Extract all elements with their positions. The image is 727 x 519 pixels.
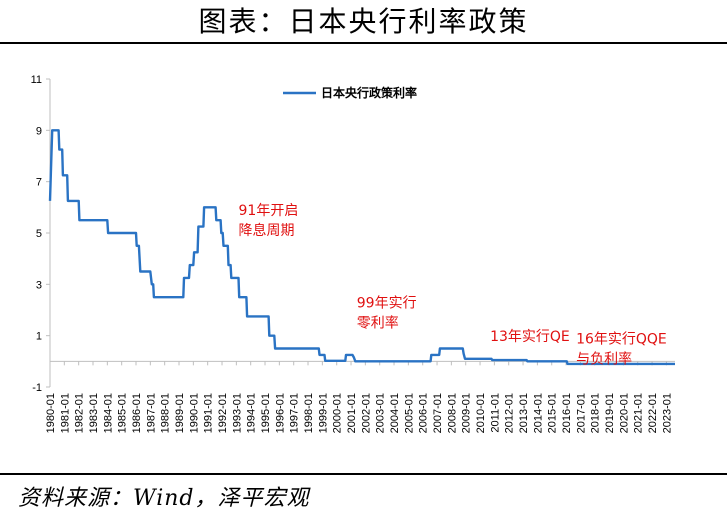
chart-legend: 日本央行政策利率 — [283, 85, 417, 100]
x-tick-label: 2005-01 — [403, 393, 415, 433]
x-tick-label: 1981-01 — [59, 393, 71, 433]
x-tick-label: 1988-01 — [160, 393, 172, 433]
x-tick-label: 1985-01 — [117, 393, 129, 433]
x-tick-label: 2008-01 — [446, 393, 458, 433]
x-tick-label: 1986-01 — [131, 393, 143, 433]
y-tick-label: 9 — [36, 125, 42, 137]
x-tick-label: 2007-01 — [432, 393, 444, 433]
x-tick-label: 1990-01 — [188, 393, 200, 433]
x-tick-label: 1998-01 — [303, 393, 315, 433]
x-tick-label: 2011-01 — [489, 393, 501, 433]
x-tick-label: 2012-01 — [504, 393, 516, 433]
annotation-text: 13年实行QE — [490, 329, 570, 345]
x-tick-label: 2016-01 — [561, 393, 573, 433]
y-axis-ticks: -1 1 3 5 7 9 11 — [31, 74, 50, 394]
x-tick-label: 1980-01 — [45, 393, 57, 433]
x-tick-label: 1999-01 — [317, 393, 329, 433]
x-tick-label: 1987-01 — [145, 393, 157, 433]
y-tick-label: -1 — [32, 382, 42, 394]
chart-series — [48, 129, 675, 366]
series-line — [48, 129, 675, 366]
x-tick-label: 2001-01 — [346, 393, 358, 433]
x-tick-label: 2003-01 — [375, 393, 387, 433]
x-tick-label: 2015-01 — [547, 393, 559, 433]
x-tick-label: 1993-01 — [231, 393, 243, 433]
y-tick-label: 3 — [36, 279, 42, 291]
x-tick-label: 2022-01 — [647, 393, 659, 433]
x-tick-label: 2019-01 — [604, 393, 616, 433]
x-tick-label: 2014-01 — [532, 393, 544, 433]
footer-divider — [0, 473, 727, 475]
x-tick-label: 1991-01 — [203, 393, 215, 433]
annotation-text: 零利率 — [357, 314, 399, 331]
x-tick-label: 1982-01 — [74, 393, 86, 433]
annotation-text: 16年实行QQE — [576, 331, 667, 347]
y-tick-label: 5 — [36, 228, 42, 240]
annotation-text: 99年实行 — [357, 295, 417, 311]
y-tick-label: 7 — [36, 177, 42, 189]
x-tick-label: 1997-01 — [289, 393, 301, 433]
source-note: 资料来源：Wind，泽平宏观 — [18, 486, 310, 511]
annotation-text: 91年开启 — [239, 203, 299, 219]
x-tick-label: 2018-01 — [590, 393, 602, 433]
x-tick-label: 1992-01 — [217, 393, 229, 433]
x-tick-label: 1995-01 — [260, 393, 272, 433]
x-axis-ticks: 1980-01 1981-01 1982-01 1983-01 1984-01 1985-… — [45, 361, 673, 433]
x-tick-label: 2023-01 — [661, 393, 673, 433]
x-tick-label: 2002-01 — [360, 393, 372, 433]
x-tick-label: 2020-01 — [618, 393, 630, 433]
x-tick-label: 2004-01 — [389, 393, 401, 433]
x-tick-label: 1994-01 — [246, 393, 258, 433]
x-tick-label: 2010-01 — [475, 393, 487, 433]
x-tick-label: 1983-01 — [88, 393, 100, 433]
annotation-text: 降息周期 — [239, 222, 295, 239]
x-tick-label: 2021-01 — [633, 393, 645, 433]
x-tick-label: 2009-01 — [461, 393, 473, 433]
y-tick-label: 11 — [31, 74, 42, 86]
page-title: 图表：日本央行利率政策 — [198, 5, 529, 38]
x-tick-label: 1984-01 — [102, 393, 114, 433]
y-tick-label: 1 — [36, 331, 42, 343]
x-tick-label: 2006-01 — [418, 393, 430, 433]
x-tick-label: 2017-01 — [575, 393, 587, 433]
x-tick-label: 2013-01 — [518, 393, 530, 433]
x-tick-label: 2000-01 — [332, 393, 344, 433]
x-tick-label: 1989-01 — [174, 393, 186, 433]
title-divider — [0, 42, 727, 44]
annotation-text: 与负利率 — [576, 350, 632, 367]
x-tick-label: 1996-01 — [274, 393, 286, 433]
legend-label: 日本央行政策利率 — [321, 85, 417, 100]
